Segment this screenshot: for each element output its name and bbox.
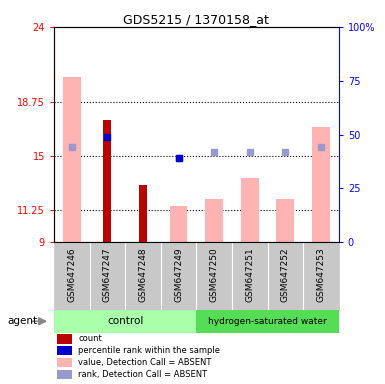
Bar — [139, 185, 147, 242]
Bar — [125, 242, 161, 310]
Text: count: count — [78, 334, 102, 343]
Text: GSM647253: GSM647253 — [316, 248, 325, 302]
Text: value, Detection Call = ABSENT: value, Detection Call = ABSENT — [78, 358, 211, 367]
Bar — [303, 242, 339, 310]
Text: GSM647252: GSM647252 — [281, 248, 290, 302]
Bar — [57, 346, 72, 356]
Bar — [103, 120, 111, 242]
Bar — [232, 242, 268, 310]
Bar — [196, 310, 339, 333]
Text: GSM647249: GSM647249 — [174, 248, 183, 302]
Bar — [268, 242, 303, 310]
Text: control: control — [107, 316, 143, 326]
Text: percentile rank within the sample: percentile rank within the sample — [78, 346, 220, 355]
Text: hydrogen-saturated water: hydrogen-saturated water — [208, 317, 327, 326]
Text: GSM647248: GSM647248 — [139, 248, 147, 302]
Text: GSM647246: GSM647246 — [67, 248, 76, 302]
Bar — [57, 369, 72, 379]
Text: agent: agent — [8, 316, 38, 326]
Bar — [54, 242, 90, 310]
Bar — [57, 334, 72, 344]
Title: GDS5215 / 1370158_at: GDS5215 / 1370158_at — [124, 13, 269, 26]
Bar — [170, 206, 187, 242]
Text: GSM647250: GSM647250 — [210, 248, 219, 302]
Bar — [57, 358, 72, 367]
Text: GSM647251: GSM647251 — [245, 248, 254, 302]
Bar — [63, 77, 80, 242]
Bar — [54, 310, 196, 333]
Bar — [205, 199, 223, 242]
Text: rank, Detection Call = ABSENT: rank, Detection Call = ABSENT — [78, 370, 207, 379]
Bar — [276, 199, 294, 242]
Bar — [241, 178, 259, 242]
Bar — [161, 242, 196, 310]
Bar — [312, 127, 330, 242]
Bar — [90, 242, 125, 310]
Text: GSM647247: GSM647247 — [103, 248, 112, 302]
Bar — [196, 242, 232, 310]
